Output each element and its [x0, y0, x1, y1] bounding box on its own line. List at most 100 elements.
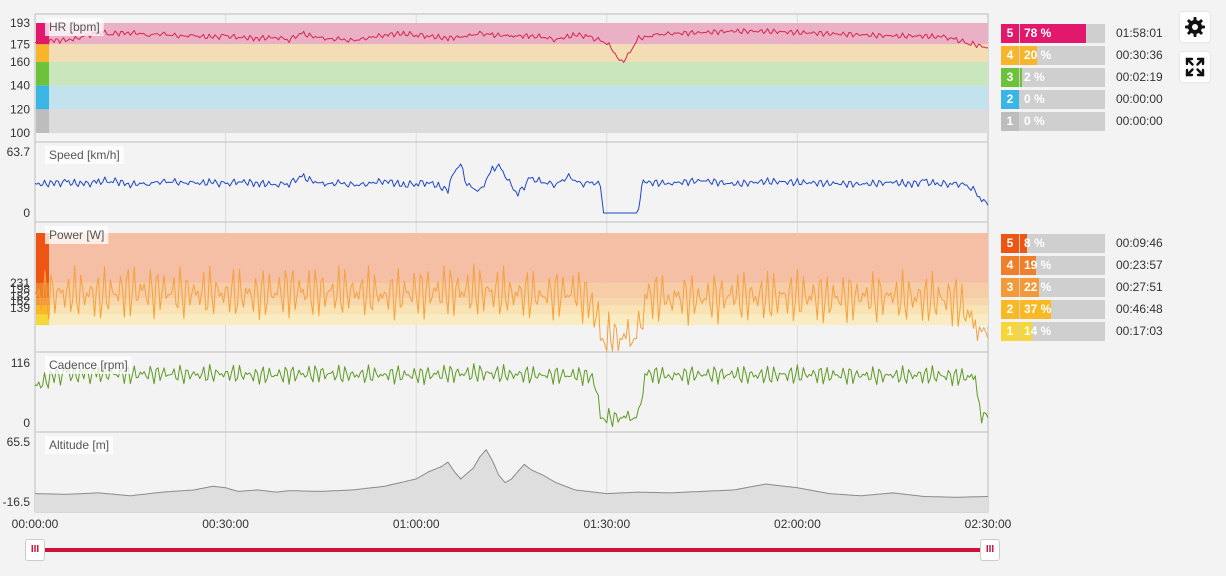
panel-title: Power [W]: [49, 228, 104, 242]
y-tick-label: 0: [23, 416, 30, 430]
zone-row: 4 19 %: [1001, 256, 1105, 275]
fullscreen-button[interactable]: [1180, 52, 1210, 82]
zone-fraction-bar: [1020, 278, 1039, 297]
zone-row: 1 14 %: [1001, 322, 1105, 341]
zone-fraction-bar: [1020, 24, 1087, 43]
range-slider-start-handle[interactable]: III: [25, 539, 45, 561]
x-tick-label: 02:00:00: [774, 517, 821, 531]
zone-number: 3: [1001, 278, 1019, 297]
zone-number: 1: [1001, 322, 1019, 341]
power-zone-band-3: [49, 298, 988, 306]
power-zone-band-1: [49, 314, 988, 326]
zone-fraction-bar: [1020, 234, 1027, 253]
y-tick-label: 231: [10, 276, 30, 290]
panel-0: 193 175 160 140 120 100 HR [bpm]: [10, 13, 989, 143]
zone-percent: 8 %: [1024, 236, 1045, 250]
zone-percent: 37 %: [1024, 302, 1052, 316]
x-tick-label: 00:00:00: [11, 517, 59, 531]
zone-percent: 20 %: [1024, 48, 1052, 62]
power-zone-marker-3: [36, 298, 49, 306]
y-tick-label: 65.5: [7, 435, 31, 449]
zone-row: 1 0 %: [1001, 112, 1105, 131]
series-line-0: [34, 28, 989, 63]
y-tick-label: 100: [10, 126, 30, 140]
zone-number: 2: [1001, 300, 1019, 319]
zone-time: 00:02:19: [1116, 70, 1163, 84]
panel-4: 65.5 -16.5 Altitude [m]: [3, 431, 989, 513]
panel-3: 116 0 Cadence [rpm]: [11, 351, 989, 433]
zone-time: 00:46:48: [1116, 302, 1163, 316]
panel-title-bg: [45, 146, 124, 164]
range-slider-end-handle[interactable]: III: [980, 539, 1000, 561]
zone-row: 2 37 %: [1001, 300, 1105, 319]
panel-title: Cadence [rpm]: [49, 358, 128, 372]
hr-zone-band-3: [49, 62, 988, 86]
panel-title: HR [bpm]: [49, 20, 100, 34]
zone-time: 01:58:01: [1116, 26, 1163, 40]
expand-icon: [1185, 57, 1205, 77]
zone-fraction-bar: [1020, 322, 1032, 341]
zone-number: 5: [1001, 24, 1019, 43]
y-tick-label: 160: [10, 55, 30, 69]
zone-time: 00:09:46: [1116, 236, 1163, 250]
y-tick-label: 0: [23, 206, 30, 220]
series-line-3: [34, 363, 989, 428]
series-line-2: [34, 263, 989, 352]
panel-frame: [34, 141, 989, 223]
x-tick-label: 02:30:00: [964, 517, 1012, 531]
zone-number: 2: [1001, 90, 1019, 109]
hr-zone-marker-1: [36, 109, 49, 133]
zone-time: 00:00:00: [1116, 114, 1163, 128]
zone-number: 1: [1001, 112, 1019, 131]
x-tick-label: 01:30:00: [583, 517, 631, 531]
panel-title: Altitude [m]: [49, 438, 109, 452]
hr-zone-band-5: [49, 23, 988, 45]
zone-percent: 2 %: [1024, 70, 1045, 84]
zone-percent: 19 %: [1024, 258, 1052, 272]
power-zone-marker-2: [36, 305, 49, 315]
power-zone-marker-5: [36, 233, 49, 283]
zone-number: 3: [1001, 68, 1019, 87]
zone-number: 4: [1001, 46, 1019, 65]
y-tick-label: 63.7: [7, 145, 31, 159]
panel-title-bg: [45, 436, 114, 454]
hr-zone-marker-4: [36, 44, 49, 63]
panel-title-bg: [45, 18, 104, 36]
zone-number: 5: [1001, 234, 1019, 253]
zone-row: 3 22 %: [1001, 278, 1105, 297]
y-tick-label: 162: [10, 294, 30, 308]
y-tick-label: 193: [10, 16, 30, 30]
zone-percent: 0 %: [1024, 114, 1045, 128]
zone-fraction-bar: [1020, 46, 1037, 65]
range-slider-track[interactable]: [35, 548, 990, 552]
zone-fraction-bar: [1020, 300, 1052, 319]
hr-zone-band-4: [49, 44, 988, 63]
zone-time: 00:30:36: [1116, 48, 1163, 62]
y-tick-label: 116: [11, 356, 30, 370]
zone-time: 00:00:00: [1116, 92, 1163, 106]
power-zone-band-5: [49, 233, 988, 283]
zone-time: 00:17:03: [1116, 324, 1163, 338]
zone-percent: 0 %: [1024, 92, 1045, 106]
y-tick-label: 182: [10, 289, 30, 303]
zone-row: 5 8 %: [1001, 234, 1105, 253]
panel-title-bg: [45, 226, 109, 244]
gear-icon: [1185, 17, 1205, 37]
zone-row: 4 20 %: [1001, 46, 1105, 65]
zone-percent: 78 %: [1024, 26, 1052, 40]
hr-zone-marker-3: [36, 62, 49, 86]
series-line-1: [34, 163, 989, 214]
x-tick-label: 00:30:00: [202, 517, 249, 531]
zone-number: 4: [1001, 256, 1019, 275]
hr-zone-marker-2: [36, 85, 49, 110]
zone-time: 00:27:51: [1116, 280, 1163, 294]
settings-button[interactable]: [1180, 12, 1210, 42]
zone-fraction-bar: [1020, 256, 1037, 275]
power-zone-marker-4: [36, 282, 49, 299]
panel-1: 63.7 0 Speed [km/h]: [7, 141, 989, 223]
zone-time: 00:23:57: [1116, 258, 1163, 272]
power-zone-band-2: [49, 305, 988, 315]
panel-title-bg: [45, 356, 132, 374]
zone-row: 2 0 %: [1001, 90, 1105, 109]
